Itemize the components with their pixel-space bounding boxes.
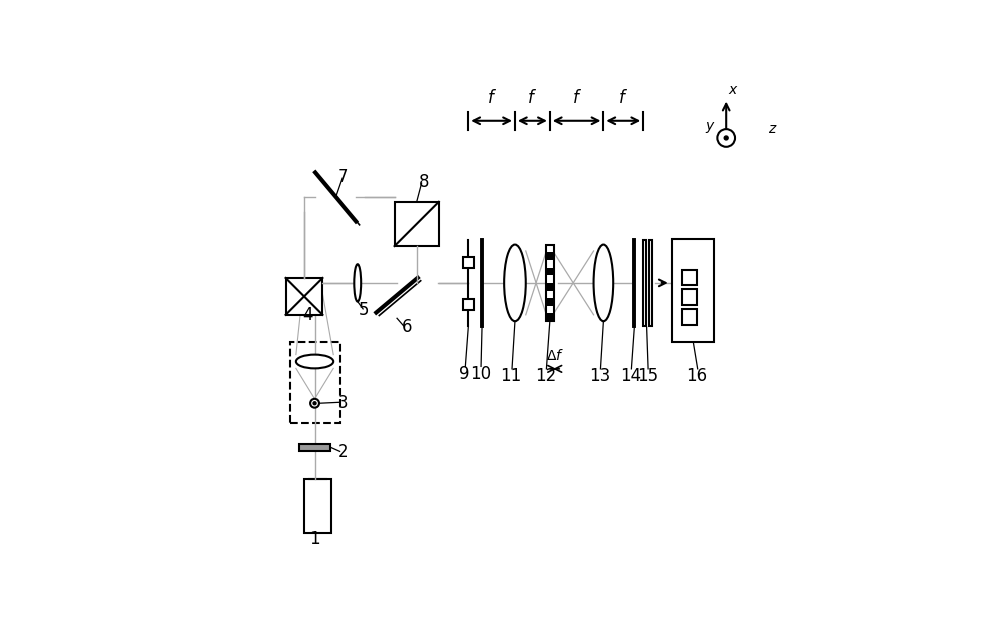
Text: 8: 8	[419, 173, 429, 191]
Text: $y$: $y$	[705, 120, 715, 135]
Bar	[290, 342, 340, 423]
Ellipse shape	[296, 355, 333, 368]
Text: 14: 14	[620, 367, 641, 385]
Bar	[546, 268, 554, 275]
Ellipse shape	[354, 264, 361, 302]
Circle shape	[313, 402, 316, 404]
Text: $f$: $f$	[618, 89, 628, 107]
Text: $f$: $f$	[487, 89, 497, 107]
Bar	[649, 240, 652, 326]
Bar	[682, 309, 697, 325]
Text: 2: 2	[338, 443, 348, 461]
Bar	[286, 278, 322, 315]
Circle shape	[724, 136, 728, 140]
Bar	[546, 245, 554, 253]
Bar	[463, 299, 474, 310]
Text: 1: 1	[309, 530, 320, 548]
Text: 9: 9	[459, 365, 470, 383]
Bar	[682, 289, 697, 305]
Text: $\Delta f$: $\Delta f$	[546, 348, 564, 363]
Ellipse shape	[504, 244, 526, 321]
Bar	[546, 283, 554, 290]
Text: $z$: $z$	[768, 122, 778, 136]
Text: 5: 5	[359, 301, 369, 319]
Text: 13: 13	[589, 367, 610, 385]
Text: $x$: $x$	[728, 83, 739, 97]
Bar	[546, 313, 554, 321]
Bar	[546, 298, 554, 306]
Bar	[672, 239, 714, 342]
Text: 12: 12	[535, 367, 556, 385]
Bar	[299, 443, 330, 452]
Text: 6: 6	[402, 318, 412, 336]
Bar	[395, 202, 439, 246]
Text: 7: 7	[338, 168, 348, 186]
Text: 4: 4	[302, 306, 313, 324]
Bar	[463, 257, 474, 268]
Bar	[682, 270, 697, 285]
Bar	[546, 306, 554, 313]
Text: 16: 16	[686, 367, 707, 385]
Bar	[643, 240, 646, 326]
Text: 11: 11	[500, 367, 522, 385]
Circle shape	[310, 399, 319, 408]
Circle shape	[717, 129, 735, 147]
Bar	[546, 290, 554, 298]
Text: 3: 3	[338, 394, 348, 412]
Text: $f$: $f$	[527, 89, 537, 107]
Bar	[546, 260, 554, 268]
Bar	[546, 245, 554, 321]
Bar	[304, 479, 331, 533]
Bar	[546, 253, 554, 260]
Text: 10: 10	[470, 365, 491, 383]
Text: 15: 15	[637, 367, 658, 385]
Bar	[546, 275, 554, 283]
Text: $f$: $f$	[572, 89, 582, 107]
Ellipse shape	[594, 244, 613, 321]
